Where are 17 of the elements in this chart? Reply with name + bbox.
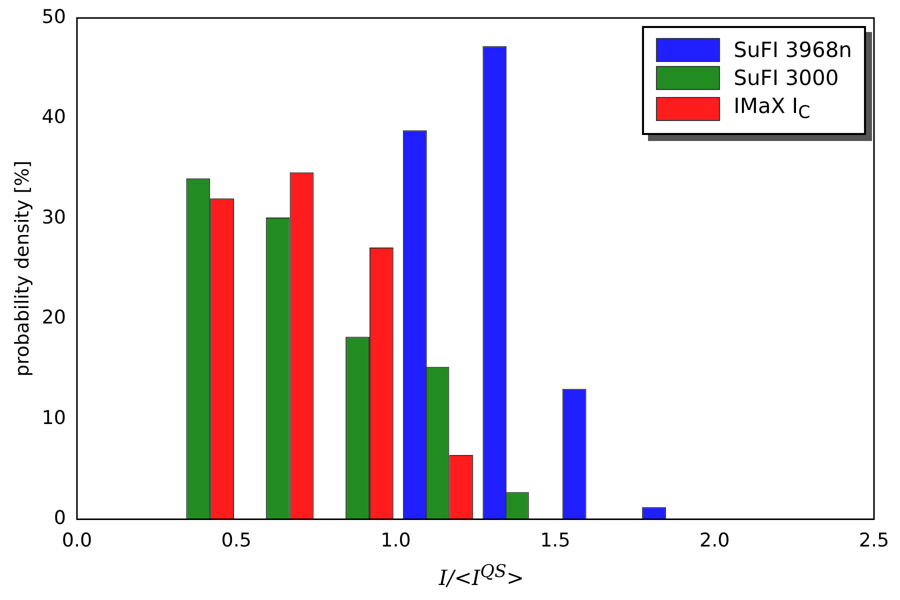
y-tick-label: 30 (42, 206, 66, 228)
legend-label: IMaX I$_{C}$ (734, 94, 810, 124)
x-tick-label: 2.0 (699, 530, 730, 552)
y-tick-label: 20 (42, 306, 66, 329)
x-tick-label: 1.0 (380, 530, 411, 552)
y-tick-label: 0 (54, 507, 66, 530)
x-tick-label: 1.5 (540, 530, 570, 552)
x-tick-label: 2.5 (858, 530, 890, 552)
y-axis-title: probability density [%] (11, 160, 34, 377)
y-tick-label: 40 (42, 106, 66, 128)
x-axis-title: I/<I$^{QS}$> (438, 562, 526, 590)
y-tick-label: 50 (42, 6, 66, 28)
x-tick-label: 0.0 (62, 530, 92, 552)
legend-label: SuFI 3000 (734, 66, 839, 90)
x-tick-label: 0.5 (221, 530, 252, 552)
legend-label: SuFI 3968n (734, 38, 852, 62)
y-tick-label: 10 (42, 406, 66, 429)
